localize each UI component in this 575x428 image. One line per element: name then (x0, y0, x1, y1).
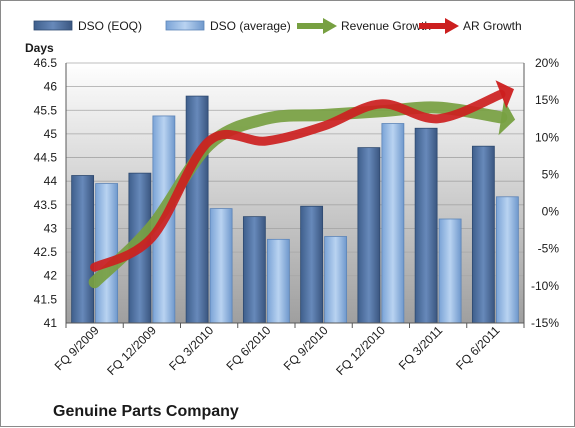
ar-growth-line (90, 89, 506, 272)
y-left-tick-label: 43.5 (34, 198, 58, 212)
legend-swatch-dso-eoq (33, 20, 73, 31)
bar-dso-average (438, 218, 462, 324)
bar-dso-eoq (185, 95, 209, 324)
bar-dso-average (266, 238, 290, 324)
y-left-tick-label: 41.5 (34, 292, 58, 306)
line-series (88, 80, 516, 289)
y-right-tick-label: -10% (531, 279, 559, 293)
bar-dso-average (324, 236, 348, 324)
y-left-tick-label: 44 (44, 174, 58, 188)
x-tick-label: FQ 9/2010 (281, 323, 331, 373)
y-left-tick-label: 42 (44, 269, 58, 283)
x-tick-label: FQ 9/2009 (52, 323, 102, 373)
x-tick-label: FQ 3/2011 (396, 323, 446, 373)
x-tick-label: FQ 12/2009 (104, 323, 159, 378)
legend-label: DSO (average) (210, 19, 291, 33)
y-right-tick-label: 15% (535, 93, 559, 107)
x-tick-label: FQ 6/2011 (453, 323, 503, 373)
bar-dso-eoq (300, 205, 324, 324)
y-left-tick-label: 42.5 (34, 245, 58, 259)
bar-dso-average (209, 208, 233, 324)
y-right-tick-label: 0% (542, 205, 560, 219)
bar-dso-eoq (414, 127, 438, 324)
x-tick-label: FQ 3/2010 (166, 323, 216, 373)
y-right-tick-label: 5% (542, 167, 560, 181)
y-left-axis-title: Days (25, 41, 54, 55)
legend-swatch-dso-average (165, 20, 205, 31)
revenue-growth-line (88, 101, 508, 289)
bar-dso-average (381, 123, 405, 324)
y-right-tick-label: 20% (535, 56, 559, 70)
legend-arrow-ar-growth (445, 18, 459, 34)
y-left-tick-label: 46 (44, 80, 58, 94)
legend-label: Revenue Growth (341, 19, 431, 33)
x-tick-label: FQ 6/2010 (224, 323, 274, 373)
bar-dso-eoq (357, 147, 381, 324)
chart-title: Genuine Parts Company (53, 403, 239, 420)
y-left-tick-label: 45.5 (34, 103, 58, 117)
y-right-tick-label: -15% (531, 316, 559, 330)
axes (65, 63, 525, 328)
legend-label: DSO (EOQ) (78, 19, 142, 33)
revenue-growth-arrowhead (498, 99, 516, 136)
y-right-tick-label: -5% (538, 242, 560, 256)
y-left-tick-label: 44.5 (34, 151, 58, 165)
bar-dso-eoq (242, 216, 266, 324)
y-right-tick-label: 10% (535, 130, 559, 144)
bar-dso-eoq (71, 175, 95, 324)
y-left-tick-label: 45 (44, 127, 58, 141)
legend: DSO (EOQ) DSO (average) Revenue Growth AR G… (33, 18, 522, 34)
legend-arrow-revenue-growth (323, 18, 337, 34)
y-left-tick-label: 43 (44, 221, 58, 235)
legend-label: AR Growth (463, 19, 522, 33)
bar-dso-average (95, 183, 119, 324)
y-left-tick-label: 46.5 (34, 56, 58, 70)
ar-growth-arrowhead (495, 80, 515, 109)
y-left-tick-label: 41 (44, 316, 58, 330)
x-tick-label: FQ 12/2010 (333, 323, 388, 378)
bar-dso-eoq (471, 145, 495, 324)
bar-dso-average (495, 196, 519, 324)
